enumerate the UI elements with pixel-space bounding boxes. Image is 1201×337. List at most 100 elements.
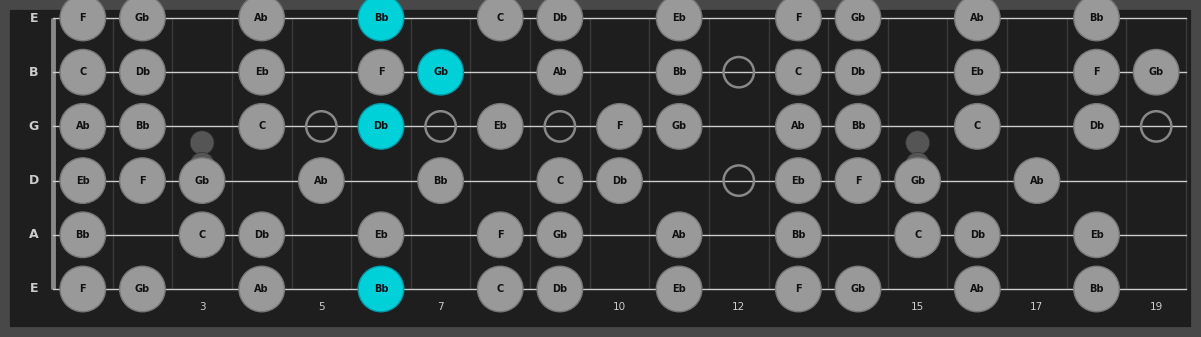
Text: Bb: Bb bbox=[791, 230, 806, 240]
Ellipse shape bbox=[955, 104, 1000, 149]
Ellipse shape bbox=[657, 212, 701, 257]
Ellipse shape bbox=[1074, 104, 1119, 149]
Ellipse shape bbox=[358, 212, 404, 257]
Text: Db: Db bbox=[255, 230, 269, 240]
Text: A: A bbox=[29, 228, 38, 241]
Text: 19: 19 bbox=[1149, 302, 1163, 312]
Text: 7: 7 bbox=[437, 302, 444, 312]
Text: Gb: Gb bbox=[1148, 67, 1164, 77]
Text: Eb: Eb bbox=[673, 13, 686, 23]
Ellipse shape bbox=[537, 50, 582, 95]
Ellipse shape bbox=[835, 104, 880, 149]
Text: Ab: Ab bbox=[671, 230, 687, 240]
Ellipse shape bbox=[239, 212, 285, 257]
Text: F: F bbox=[139, 176, 145, 186]
Ellipse shape bbox=[60, 50, 106, 95]
Ellipse shape bbox=[120, 50, 166, 95]
Text: Gb: Gb bbox=[135, 284, 150, 294]
Ellipse shape bbox=[358, 104, 404, 149]
Text: Ab: Ab bbox=[1029, 176, 1044, 186]
Ellipse shape bbox=[418, 158, 464, 203]
Text: Bb: Bb bbox=[374, 284, 388, 294]
Text: C: C bbox=[496, 284, 504, 294]
Ellipse shape bbox=[657, 0, 701, 41]
Text: Bb: Bb bbox=[850, 121, 865, 131]
Text: C: C bbox=[974, 121, 981, 131]
Text: Db: Db bbox=[552, 13, 567, 23]
Ellipse shape bbox=[179, 212, 225, 257]
Text: 9: 9 bbox=[556, 302, 563, 312]
Text: 13: 13 bbox=[791, 302, 805, 312]
Ellipse shape bbox=[120, 104, 166, 149]
Text: F: F bbox=[795, 284, 802, 294]
Text: Db: Db bbox=[850, 67, 866, 77]
Text: 17: 17 bbox=[1030, 302, 1044, 312]
Text: Db: Db bbox=[969, 230, 985, 240]
Text: Gb: Gb bbox=[850, 13, 866, 23]
Text: Bb: Bb bbox=[434, 176, 448, 186]
Text: Eb: Eb bbox=[1089, 230, 1104, 240]
Ellipse shape bbox=[955, 0, 1000, 41]
Text: 16: 16 bbox=[970, 302, 984, 312]
Text: Gb: Gb bbox=[195, 176, 210, 186]
Ellipse shape bbox=[776, 104, 821, 149]
Text: Gb: Gb bbox=[434, 67, 448, 77]
Ellipse shape bbox=[478, 266, 522, 312]
Ellipse shape bbox=[895, 212, 940, 257]
Text: Db: Db bbox=[374, 121, 389, 131]
Ellipse shape bbox=[1074, 266, 1119, 312]
Text: C: C bbox=[198, 230, 205, 240]
Ellipse shape bbox=[776, 0, 821, 41]
Text: Ab: Ab bbox=[255, 284, 269, 294]
Ellipse shape bbox=[597, 104, 643, 149]
Text: 11: 11 bbox=[673, 302, 686, 312]
Ellipse shape bbox=[537, 266, 582, 312]
Ellipse shape bbox=[358, 50, 404, 95]
Text: 12: 12 bbox=[733, 302, 746, 312]
Ellipse shape bbox=[657, 50, 701, 95]
Ellipse shape bbox=[895, 158, 940, 203]
Text: Ab: Ab bbox=[791, 121, 806, 131]
Ellipse shape bbox=[776, 50, 821, 95]
Text: Eb: Eb bbox=[791, 176, 805, 186]
Ellipse shape bbox=[239, 266, 285, 312]
Text: C: C bbox=[914, 230, 921, 240]
Text: Gb: Gb bbox=[671, 121, 687, 131]
Text: 4: 4 bbox=[258, 302, 265, 312]
Text: F: F bbox=[1093, 67, 1100, 77]
Text: 10: 10 bbox=[613, 302, 626, 312]
Ellipse shape bbox=[1134, 50, 1179, 95]
Ellipse shape bbox=[239, 104, 285, 149]
Text: F: F bbox=[855, 176, 861, 186]
Ellipse shape bbox=[60, 212, 106, 257]
Text: Ab: Ab bbox=[313, 176, 329, 186]
Ellipse shape bbox=[418, 50, 464, 95]
Ellipse shape bbox=[537, 212, 582, 257]
Text: Db: Db bbox=[135, 67, 150, 77]
Ellipse shape bbox=[1074, 0, 1119, 41]
Text: C: C bbox=[556, 176, 563, 186]
Text: 3: 3 bbox=[199, 302, 205, 312]
Text: Ab: Ab bbox=[552, 67, 567, 77]
Text: F: F bbox=[795, 13, 802, 23]
Text: Eb: Eb bbox=[255, 67, 269, 77]
Text: Db: Db bbox=[552, 284, 567, 294]
Text: 18: 18 bbox=[1091, 302, 1104, 312]
Ellipse shape bbox=[60, 0, 106, 41]
Text: B: B bbox=[29, 66, 38, 79]
Text: 1: 1 bbox=[79, 302, 86, 312]
Text: F: F bbox=[79, 284, 86, 294]
Text: F: F bbox=[79, 13, 86, 23]
Ellipse shape bbox=[1074, 212, 1119, 257]
Text: E: E bbox=[30, 282, 38, 296]
Text: Db: Db bbox=[1089, 121, 1104, 131]
Ellipse shape bbox=[358, 266, 404, 312]
Text: Bb: Bb bbox=[1089, 13, 1104, 23]
Text: C: C bbox=[258, 121, 265, 131]
Text: F: F bbox=[377, 67, 384, 77]
Text: Eb: Eb bbox=[494, 121, 507, 131]
Text: Gb: Gb bbox=[910, 176, 925, 186]
Ellipse shape bbox=[190, 152, 214, 176]
Ellipse shape bbox=[776, 266, 821, 312]
Ellipse shape bbox=[478, 0, 522, 41]
